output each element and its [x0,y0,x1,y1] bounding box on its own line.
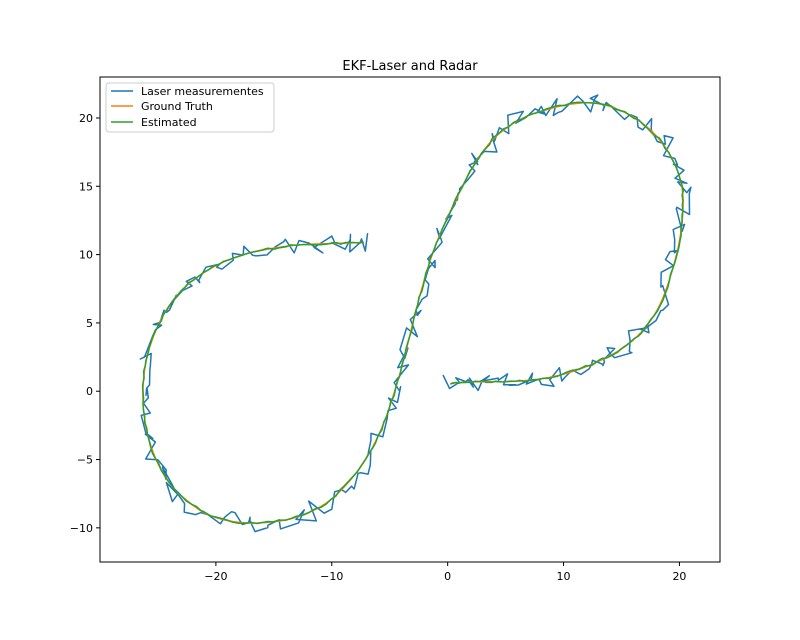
y-tick-label: 15 [79,180,93,193]
x-tick-label: 20 [672,570,686,583]
x-tick-label: 10 [557,570,571,583]
series-layer [139,94,692,533]
y-axis-ticks: −10 −5 0 5 10 15 20 [70,112,100,535]
legend-label-estimated: Estimated [141,116,197,129]
y-tick-label: −5 [77,454,93,467]
legend-label-laser: Laser measurementes [141,85,264,98]
x-tick-label: −10 [320,570,343,583]
y-tick-label: 0 [86,385,93,398]
y-tick-label: 5 [86,317,93,330]
y-tick-label: 20 [79,112,93,125]
plot-frame [99,76,721,563]
legend-label-ground-truth: Ground Truth [141,100,213,113]
x-axis-ticks: −20 −10 0 10 20 [204,562,686,583]
x-tick-label: −20 [204,570,227,583]
series-line-estimated [141,101,685,525]
chart-title: EKF-Laser and Radar [342,59,478,74]
y-tick-label: 10 [79,249,93,262]
x-tick-label: 0 [444,570,451,583]
legend-box [105,82,275,133]
series-line-laser [139,94,692,533]
y-tick-label: −10 [70,522,93,535]
legend: Laser measurementes Ground Truth Estimat… [105,82,275,133]
